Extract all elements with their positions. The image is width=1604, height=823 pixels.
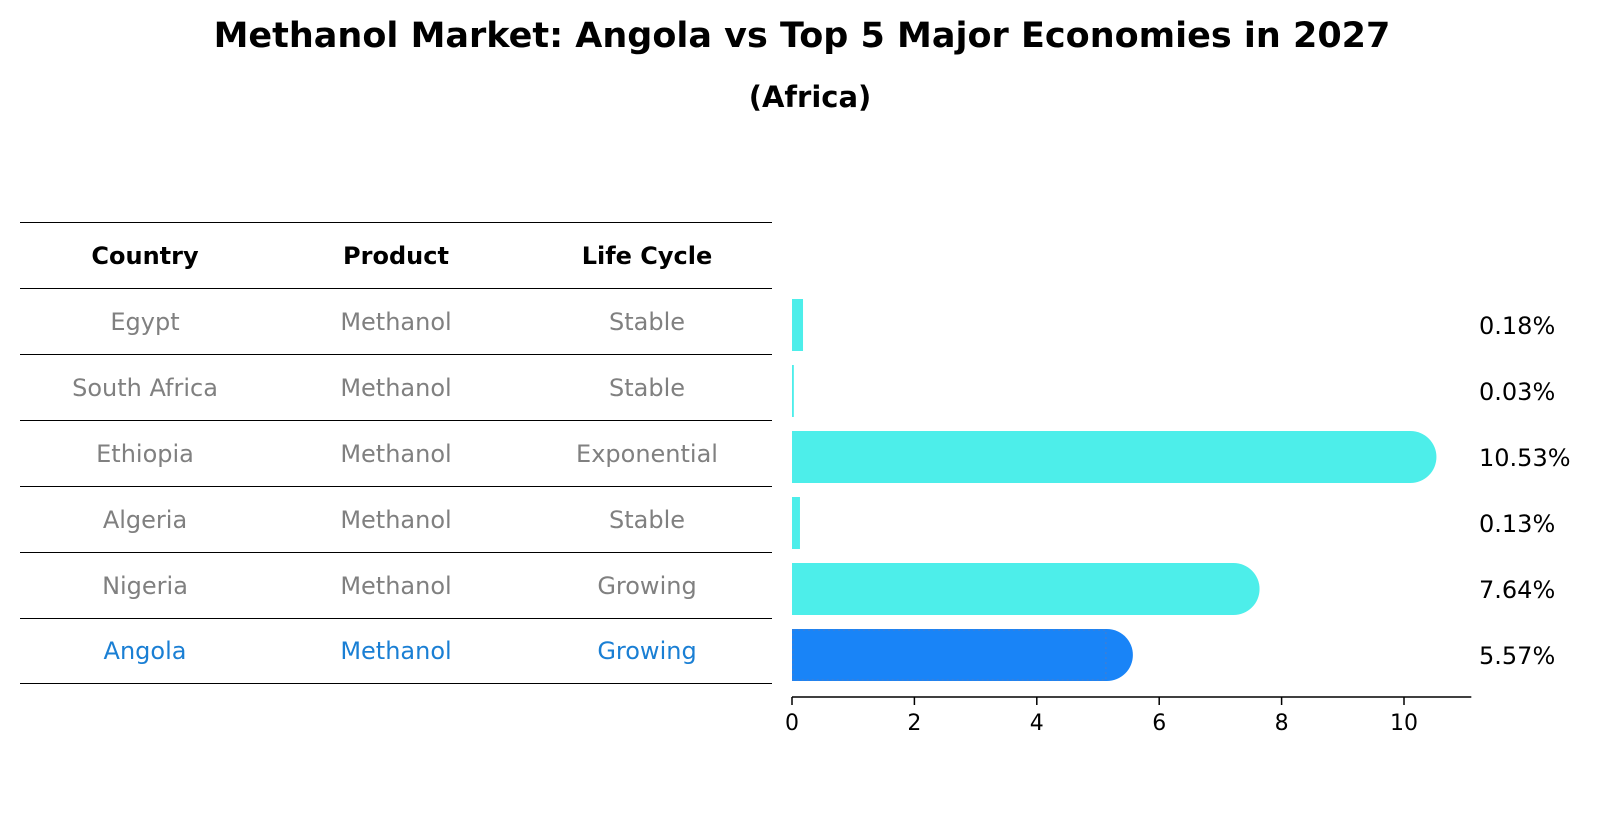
cell-life-cycle: Stable (608, 307, 686, 336)
cell-product: Methanol (340, 373, 452, 402)
cell-life-cycle: Growing (597, 571, 697, 600)
table-row-algeria: Algeria Methanol Stable (20, 486, 772, 552)
cell-life-cycle: Stable (608, 373, 686, 402)
bar-value-label: 10.53% (1479, 444, 1571, 472)
bar-south-africa (792, 365, 794, 417)
bar-highlight-outline (792, 629, 1107, 681)
table-row-egypt: Egypt Methanol Stable (20, 288, 772, 354)
header-country: Country (91, 241, 199, 270)
cell-product: Methanol (340, 637, 452, 665)
cell-product: Methanol (340, 571, 452, 600)
cell-life-cycle: Stable (608, 505, 686, 534)
data-table: Country Product Life Cycle Egypt Methano… (20, 222, 772, 684)
chart-subtitle: (Africa) (748, 80, 872, 114)
cell-life-cycle: Growing (597, 637, 697, 665)
cell-country: South Africa (72, 373, 218, 402)
x-tick-label: 10 (1390, 711, 1418, 736)
cell-country: Ethiopia (96, 439, 194, 468)
table-header-row: Country Product Life Cycle (20, 222, 772, 288)
bar-egypt (792, 299, 804, 351)
bar-angola (792, 629, 1133, 681)
x-tick-label: 4 (1030, 711, 1044, 736)
table-row-south-africa: South Africa Methanol Stable (20, 354, 772, 420)
table-row-ethiopia: Ethiopia Methanol Exponential (20, 420, 772, 486)
table-row-angola: Angola Methanol Growing (20, 618, 772, 684)
chart-title: Methanol Market: Angola vs Top 5 Major E… (213, 16, 1391, 56)
cell-country: Egypt (110, 307, 180, 336)
cell-product: Methanol (340, 307, 452, 336)
bar-ethiopia (792, 431, 1437, 483)
bar-nigeria (792, 563, 1260, 615)
bar-value-label: 0.13% (1479, 510, 1555, 538)
bar-value-label: 5.57% (1479, 642, 1555, 670)
bar-value-label: 0.18% (1479, 312, 1555, 340)
bar-value-label: 0.03% (1479, 378, 1555, 406)
table-row-nigeria: Nigeria Methanol Growing (20, 552, 772, 618)
cell-product: Methanol (340, 439, 452, 468)
cell-country: Nigeria (102, 571, 188, 600)
x-tick-label: 2 (907, 711, 921, 736)
x-tick-label: 8 (1275, 711, 1289, 736)
bar-algeria (792, 497, 800, 549)
x-tick-label: 6 (1152, 711, 1166, 736)
cell-product: Methanol (340, 505, 452, 534)
bar-value-label: 7.64% (1479, 576, 1555, 604)
x-tick-label: 0 (785, 711, 799, 736)
cell-country: Angola (103, 637, 187, 665)
cell-country: Algeria (102, 505, 188, 534)
header-life-cycle: Life Cycle (581, 241, 713, 270)
header-product: Product (343, 241, 449, 270)
cell-life-cycle: Exponential (576, 439, 718, 468)
